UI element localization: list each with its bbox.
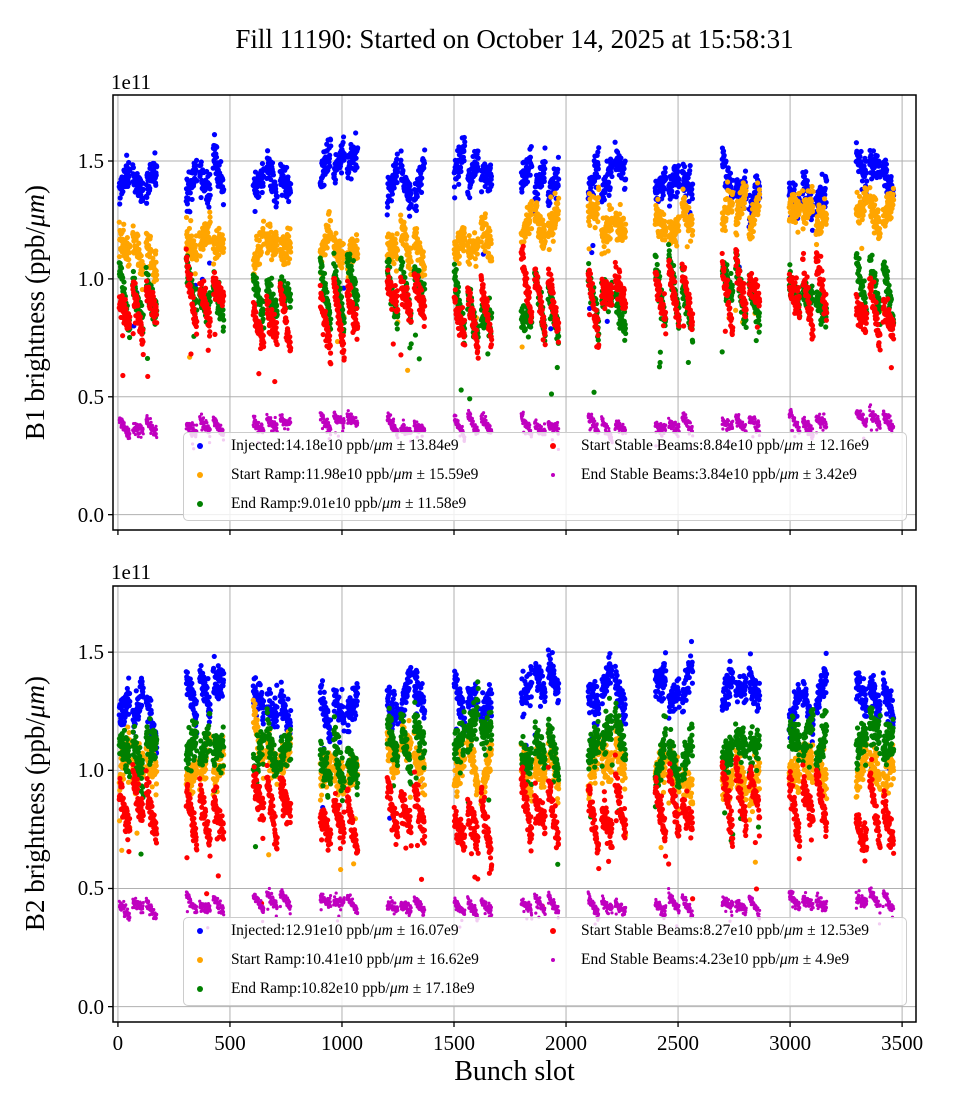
- xtick-label: 2500: [657, 1031, 700, 1055]
- legend-marker-start-stable-beams: [549, 442, 557, 450]
- figure-title: Fill 11190: Started on October 14, 2025 …: [235, 24, 794, 54]
- legend-marker-end-ramp: [196, 985, 204, 993]
- b1-offset-text: 1e11: [111, 70, 152, 94]
- ytick-label: 0.5: [77, 384, 104, 409]
- ytick-label: 0.0: [77, 994, 104, 1019]
- legend-label-end-stable-beams: End Stable Beams:4.23e10 ppb/μm ± 4.9e9: [581, 951, 850, 968]
- legend-marker-injected: [196, 442, 204, 450]
- xtick-label: 3000: [769, 1031, 812, 1055]
- legend-label-end-stable-beams: End Stable Beams:3.84e10 ppb/μm ± 3.42e9: [581, 466, 857, 483]
- ytick-label: 1.5: [77, 640, 104, 665]
- legend-marker-start-ramp: [196, 471, 204, 479]
- xtick-label: 0: [112, 1031, 124, 1055]
- xtick-label: 2000: [545, 1031, 588, 1055]
- ytick-label: 1.0: [77, 758, 104, 783]
- xtick-label: 1000: [320, 1031, 363, 1055]
- legend-marker-start-stable-beams: [549, 927, 557, 935]
- legend-label-injected: Injected:12.91e10 ppb/μm ± 16.07e9: [231, 922, 459, 939]
- xtick-label: 3500: [881, 1031, 924, 1055]
- legend-label-end-ramp: End Ramp:10.82e10 ppb/μm ± 17.18e9: [231, 980, 475, 997]
- xtick-label: 1500: [433, 1031, 475, 1055]
- legend-marker-start-ramp: [196, 956, 204, 964]
- ytick-label: 1.0: [77, 266, 104, 291]
- b1-legend: Injected:14.18e10 ppb/μm ± 13.84e9 Start …: [183, 432, 907, 521]
- legend-label-start-ramp: Start Ramp:10.41e10 ppb/μm ± 16.62e9: [231, 951, 479, 968]
- legend-marker-injected: [196, 927, 204, 935]
- b2-offset-text: 1e11: [111, 560, 152, 584]
- ytick-label: 1.5: [77, 149, 104, 174]
- xtick-label: 500: [214, 1031, 246, 1055]
- legend-label-injected: Injected:14.18e10 ppb/μm ± 13.84e9: [231, 437, 459, 454]
- legend-label-start-stable-beams: Start Stable Beams:8.27e10 ppb/μm ± 12.5…: [581, 922, 869, 939]
- x-axis-label: Bunch slot: [454, 1056, 575, 1087]
- ytick-label: 0.5: [77, 876, 104, 901]
- legend-marker-end-ramp: [196, 500, 204, 508]
- ytick-label: 0.0: [77, 502, 104, 527]
- legend-label-end-ramp: End Ramp:9.01e10 ppb/μm ± 11.58e9: [231, 495, 467, 512]
- legend-label-start-stable-beams: Start Stable Beams:8.84e10 ppb/μm ± 12.1…: [581, 437, 869, 454]
- b2-legend: Injected:12.91e10 ppb/μm ± 16.07e9 Start …: [183, 917, 907, 1006]
- legend-marker-end-stable-beams: [550, 472, 556, 478]
- legend-marker-end-stable-beams: [550, 957, 556, 963]
- legend-label-start-ramp: Start Ramp:11.98e10 ppb/μm ± 15.59e9: [231, 466, 479, 483]
